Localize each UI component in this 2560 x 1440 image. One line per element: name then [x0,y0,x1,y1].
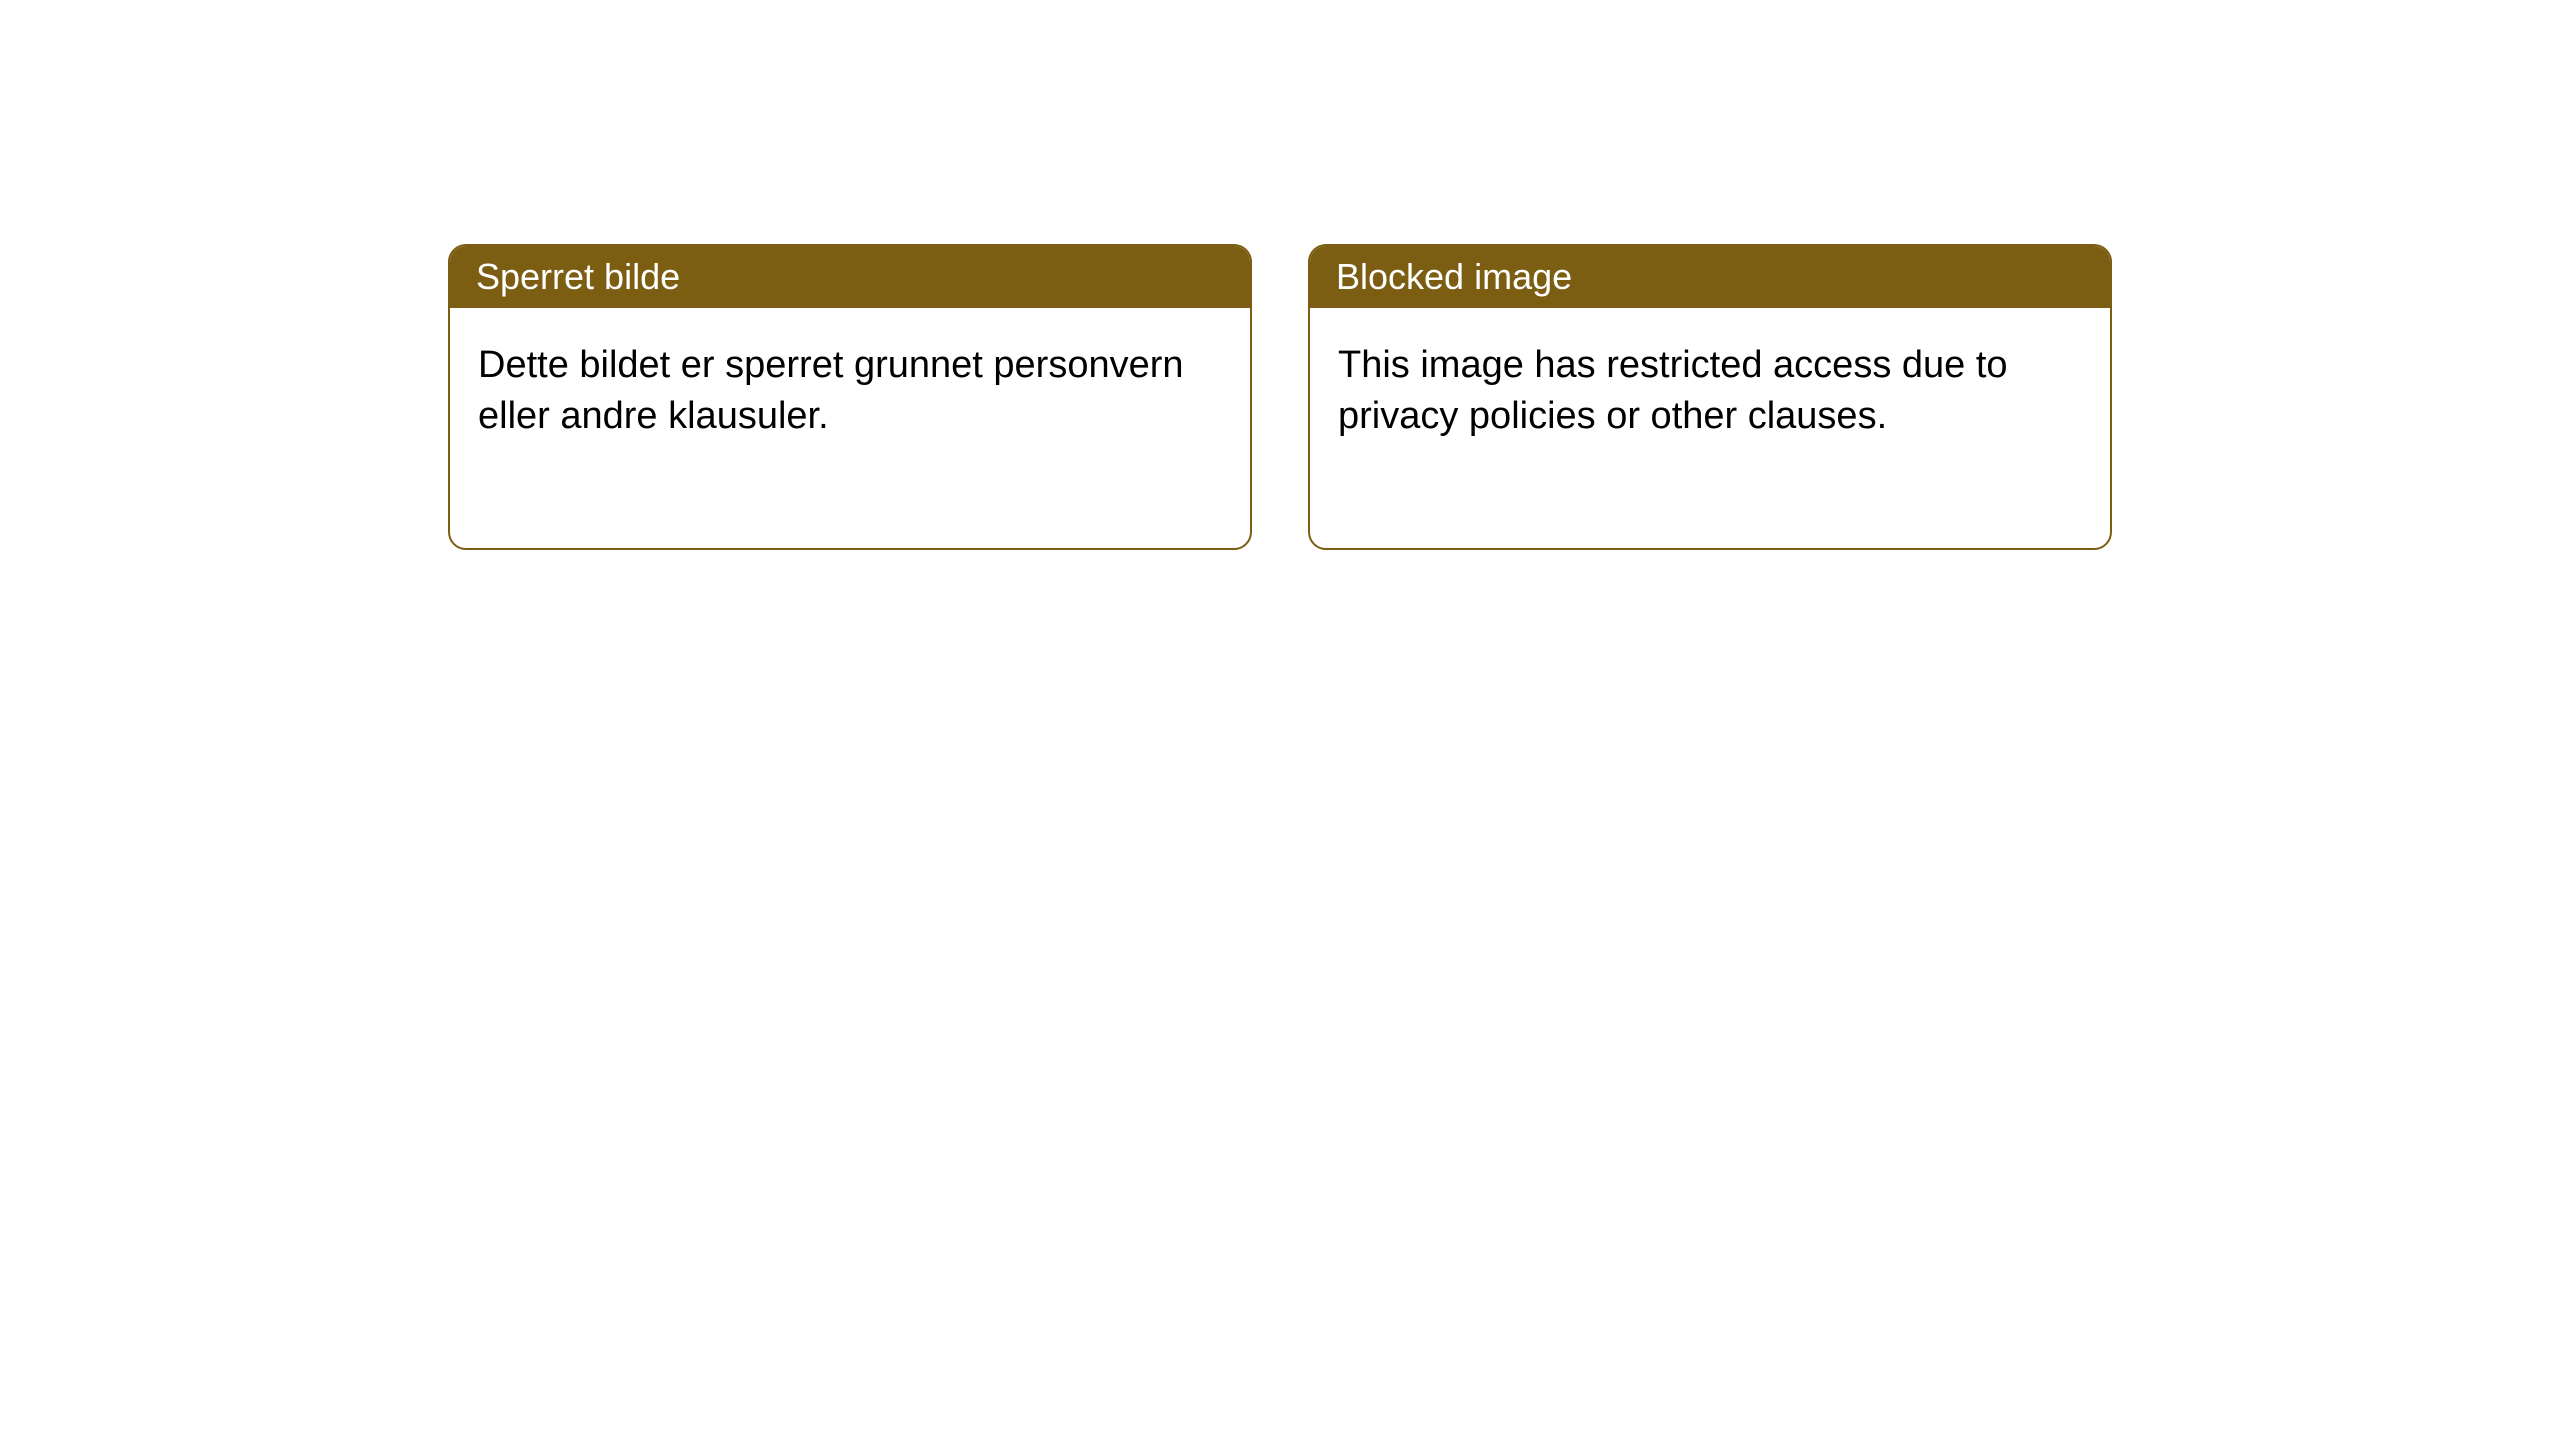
notice-container: Sperret bilde Dette bildet er sperret gr… [448,244,2112,550]
notice-body: Dette bildet er sperret grunnet personve… [450,308,1250,548]
notice-card-norwegian: Sperret bilde Dette bildet er sperret gr… [448,244,1252,550]
notice-card-english: Blocked image This image has restricted … [1308,244,2112,550]
notice-body: This image has restricted access due to … [1310,308,2110,548]
notice-title: Sperret bilde [450,246,1250,308]
notice-title: Blocked image [1310,246,2110,308]
